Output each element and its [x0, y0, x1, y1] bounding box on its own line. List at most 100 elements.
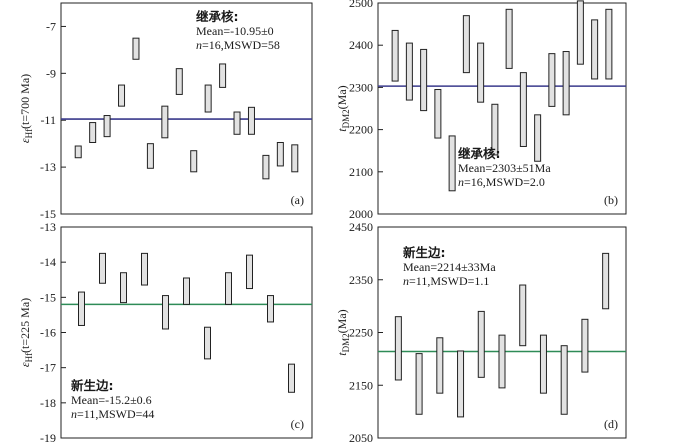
y-axis-label: εHf(t=700 Ma)	[18, 74, 34, 143]
error-bar	[99, 252, 106, 284]
annotation-stats: n=11,MSWD=1.1	[403, 274, 489, 288]
y-tick-label: -11	[40, 113, 56, 127]
y-axis-label-base: t	[335, 128, 349, 132]
annotation-stats-n: n	[458, 175, 464, 189]
annotation-stats-rest: =11,MSWD=44	[77, 407, 154, 421]
y-tick-label: -13	[40, 220, 56, 234]
y-tick-label: 2100	[349, 165, 373, 179]
error-bar	[591, 19, 599, 80]
y-tick-label: 2300	[349, 80, 373, 94]
error-bar	[505, 8, 513, 69]
y-axis-label-rest: (t=225 Ma)	[18, 298, 32, 353]
error-bar	[190, 150, 198, 173]
error-bar	[141, 252, 148, 286]
annotation-stats: n=11,MSWD=44	[71, 407, 154, 421]
annotation-title: 继承核:	[458, 146, 501, 161]
y-axis-label-sub: Hf	[24, 129, 34, 139]
error-bar	[161, 105, 169, 139]
y-axis-label-base: ε	[18, 362, 32, 367]
panel-label: (a)	[291, 193, 304, 207]
y-tick-label: -15	[40, 207, 56, 221]
panel-a: -15 -13 -11 -9 -7 εHf(t=700 Ma) (a) 继承核:Mean=-1…	[18, 2, 313, 221]
error-bar	[247, 106, 255, 135]
annotation-stats-rest: =11,MSWD=1.1	[409, 274, 489, 288]
y-tick-label: 2050	[349, 431, 373, 445]
error-bar	[219, 63, 227, 88]
annotation-mean: Mean=-15.2±0.6	[71, 393, 152, 407]
y-tick-label: 2200	[349, 123, 373, 137]
error-bar	[548, 53, 556, 107]
annotation-mean: Mean=2214±33Ma	[403, 260, 496, 274]
error-bar	[183, 277, 190, 305]
y-tick-label: 2350	[349, 273, 373, 287]
error-bar	[162, 295, 169, 330]
error-bar	[415, 353, 423, 415]
y-tick-label: -18	[40, 396, 56, 410]
annotation-mean: Mean=2303±51Ma	[458, 161, 551, 175]
panel-label: (d)	[604, 417, 618, 431]
panel-label: (b)	[604, 193, 618, 207]
panel-c: -19 -18 -17 -16 -15 -14 -13 εHf(t=225 Ma) (c) 新生边…	[18, 220, 313, 445]
y-tick-label: -14	[40, 255, 56, 269]
y-axis-label-rest: (Ma)	[335, 85, 349, 109]
error-bar	[276, 141, 284, 167]
y-tick-label: -16	[40, 326, 56, 340]
y-tick-label: 2150	[349, 378, 373, 392]
y-axis-label-rest: (Ma)	[335, 309, 349, 333]
annotation-stats-n: n	[71, 407, 77, 421]
annotation-title: 新生边:	[403, 245, 446, 260]
y-tick-label: 2450	[349, 220, 373, 234]
error-bar	[118, 84, 126, 107]
error-bar	[103, 115, 111, 138]
error-bar	[267, 295, 274, 323]
error-bar	[233, 111, 241, 135]
error-bar	[539, 334, 547, 394]
error-bar	[462, 15, 470, 74]
error-bar	[498, 334, 506, 389]
y-axis-label-base: t	[335, 352, 349, 356]
error-bar	[204, 326, 211, 360]
error-bar	[262, 154, 270, 180]
error-bar	[132, 37, 140, 60]
annotation-stats-n: n	[196, 38, 202, 52]
y-axis-label: εHf(t=225 Ma)	[18, 298, 34, 367]
error-bar	[477, 42, 485, 103]
error-bar	[477, 310, 485, 378]
y-tick-label: 2250	[349, 326, 373, 340]
error-bar	[288, 363, 295, 393]
error-bar	[562, 51, 570, 116]
error-bar	[225, 272, 232, 305]
y-tick-label: 2400	[349, 38, 373, 52]
annotation-stats-rest: =16,MSWD=2.0	[464, 175, 545, 189]
y-axis-label: tDM2(Ma)	[335, 309, 351, 355]
y-tick-label: -19	[40, 431, 56, 445]
panel-label: (c)	[291, 417, 304, 431]
annotation-stats: n=16,MSWD=2.0	[458, 175, 545, 189]
error-bar	[74, 145, 82, 159]
annotation-mean: Mean=-10.95±0	[196, 24, 274, 38]
y-tick-label: -13	[40, 160, 56, 174]
error-bar	[519, 284, 527, 347]
annotation-title: 继承核:	[196, 9, 239, 24]
panel-d: 2050 2150 2250 2350 2450 tDM2(Ma) (d) 新生边:Mean=…	[335, 220, 627, 445]
error-bar	[581, 318, 589, 373]
error-bar	[78, 291, 85, 326]
error-bar	[204, 84, 212, 113]
y-axis-label-base: ε	[18, 138, 32, 143]
error-bar	[448, 135, 456, 192]
y-tick-label: -7	[46, 19, 56, 33]
error-bar	[89, 122, 97, 143]
error-bar	[175, 68, 183, 95]
y-tick-label: 2500	[349, 0, 373, 10]
y-tick-label: -9	[46, 66, 56, 80]
annotation-stats: n=16,MSWD=58	[196, 38, 280, 52]
error-bar	[602, 252, 610, 310]
y-tick-label: 2000	[349, 207, 373, 221]
y-axis-label-sub: Hf	[24, 353, 34, 363]
error-bar	[576, 0, 584, 65]
error-bar	[146, 143, 154, 169]
plot-frame	[377, 2, 627, 215]
y-axis-label-sub: DM2	[341, 333, 351, 352]
y-axis-label: tDM2(Ma)	[335, 85, 351, 131]
